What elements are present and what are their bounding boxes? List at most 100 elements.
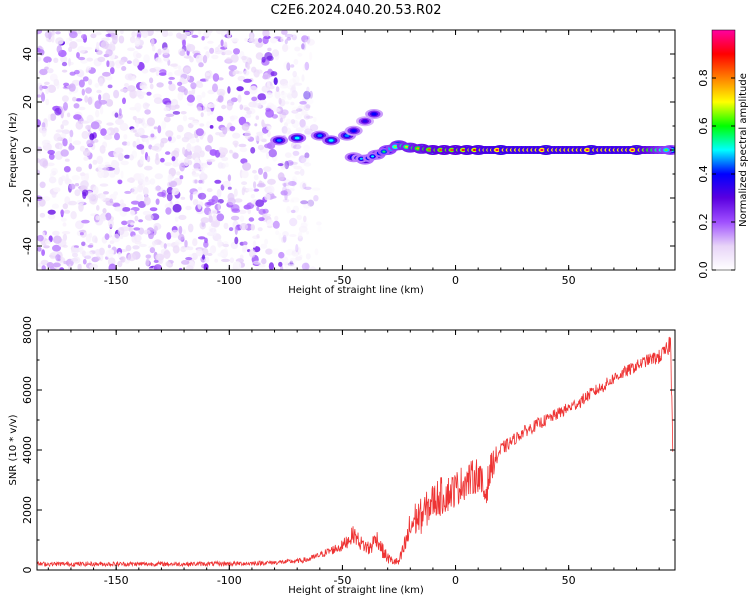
heatmap-noise-cell [244, 90, 250, 96]
heatmap-noise-cell [52, 230, 60, 236]
heatmap-noise-cell [284, 192, 288, 201]
heatmap-noise-cell [290, 199, 294, 203]
heatmap-noise-cell [56, 45, 62, 54]
heatmap-noise-cell [265, 151, 270, 160]
heatmap-noise-cell [178, 267, 183, 270]
heatmap-noise-cell [88, 78, 93, 86]
heatmap-noise-cell [303, 203, 311, 209]
heatmap-noise-cell [174, 69, 183, 76]
heatmap-noise-cell [283, 188, 292, 196]
heatmap-noise-cell [162, 47, 170, 56]
heatmap-noise-cell [168, 80, 173, 85]
y-tick-label: 4000 [21, 436, 34, 464]
signal-fill-point [540, 149, 544, 151]
heatmap-noise-cell [76, 199, 85, 206]
heatmap-noise-cell [182, 147, 186, 155]
heatmap-noise-cell [96, 205, 100, 211]
heatmap-noise-cell [41, 249, 45, 256]
bottom-y-axis-label: SNR (10 * v/v) [8, 414, 19, 485]
heatmap-noise-cell [289, 161, 298, 165]
heatmap-noise-cell [189, 56, 194, 63]
heatmap-noise-cell [291, 155, 297, 159]
heatmap-noise-cell [311, 187, 321, 191]
heatmap-noise-cell [270, 71, 278, 77]
heatmap-noise-cell [243, 107, 250, 111]
heatmap-noise-cell [122, 97, 126, 105]
heatmap-noise-cell [135, 52, 142, 59]
heatmap-noise-cell [102, 71, 111, 77]
colorbar-gradient [711, 29, 736, 271]
y-tick-label: 0 [21, 567, 34, 574]
heatmap-noise-cell [309, 124, 319, 132]
heatmap-noise-cell [129, 36, 136, 44]
heatmap-noise-cell [90, 33, 97, 39]
heatmap-noise-cell [301, 157, 310, 165]
heatmap-noise-cell [279, 78, 289, 86]
heatmap-noise-cell [234, 198, 243, 203]
colorbar-ticks: 0.0 0.2 0.4 0.6 0.8 [697, 69, 735, 279]
heatmap-noise-cell [183, 88, 188, 96]
heatmap-noise-cell [208, 210, 212, 220]
heatmap-noise-cell [48, 235, 53, 243]
heatmap-noise-cell [306, 98, 314, 105]
heatmap-noise-cell [238, 143, 247, 148]
heatmap-noise-cell [94, 256, 101, 261]
heatmap-noise-cell [283, 127, 292, 135]
heatmap-noise-cell [103, 191, 109, 195]
heatmap-noise-cell [280, 109, 289, 116]
heatmap-noise-cell [209, 47, 215, 54]
heatmap-noise-cell [266, 125, 272, 131]
heatmap-noise-cell [231, 208, 241, 213]
heatmap-noise-cell [89, 133, 95, 141]
heatmap-noise-cell [197, 186, 203, 191]
heatmap-noise-cell [144, 103, 151, 107]
heatmap-noise-cell [189, 192, 193, 201]
heatmap-noise-cell [139, 85, 148, 90]
heatmap-noise-cell [277, 163, 284, 167]
heatmap-noise-cell [46, 262, 54, 268]
signal-point [344, 134, 350, 137]
heatmap-noise-cell [121, 141, 128, 146]
heatmap-noise-cell [252, 102, 259, 108]
heatmap-noise-cell [304, 39, 311, 43]
heatmap-noise-cell [180, 111, 187, 115]
y-tick-label: 20 [21, 95, 34, 109]
heatmap-noise-cell [142, 210, 152, 216]
heatmap-noise-cell [163, 57, 170, 62]
heatmap-noise-cell [110, 67, 115, 75]
heatmap-noise-cell [51, 34, 55, 43]
heatmap-noise-cell [167, 173, 173, 183]
heatmap-noise-cell [210, 221, 219, 228]
heatmap-noise-cell [93, 139, 99, 143]
heatmap-noise-cell [61, 69, 68, 73]
heatmap-noise-cell [146, 91, 152, 96]
heatmap-noise-cell [236, 86, 244, 92]
heatmap-noise-cell [155, 57, 162, 63]
heatmap-noise-cell [257, 144, 264, 151]
heatmap-noise-cell [45, 240, 51, 245]
heatmap-noise-cell [176, 124, 184, 133]
heatmap-noise-cell [105, 49, 113, 57]
heatmap-noise-cell [160, 137, 168, 144]
heatmap-noise-cell [289, 217, 298, 227]
heatmap-noise-cell [208, 199, 216, 203]
heatmap-noise-cell [132, 58, 140, 67]
heatmap-noise-cell [226, 102, 233, 111]
heatmap-noise-cell [92, 186, 99, 195]
heatmap-noise-cell [212, 227, 217, 237]
heatmap-noise-cell [261, 85, 271, 93]
heatmap-noise-cell [165, 113, 175, 118]
heatmap-noise-cell [239, 215, 245, 222]
heatmap-noise-cell [250, 33, 254, 42]
heatmap-noise-cell [203, 263, 209, 270]
heatmap-noise-cell [174, 216, 179, 222]
heatmap-noise-cell [137, 127, 145, 136]
heatmap-noise-cell [95, 248, 100, 257]
heatmap-noise-cell [251, 96, 258, 102]
heatmap-noise-cell [209, 247, 213, 254]
heatmap-noise-cell [265, 109, 274, 118]
heatmap-noise-cell [71, 175, 81, 181]
heatmap-noise-cell [274, 89, 281, 99]
heatmap-noise-cell [99, 183, 109, 187]
heatmap-noise-cell [284, 160, 290, 170]
